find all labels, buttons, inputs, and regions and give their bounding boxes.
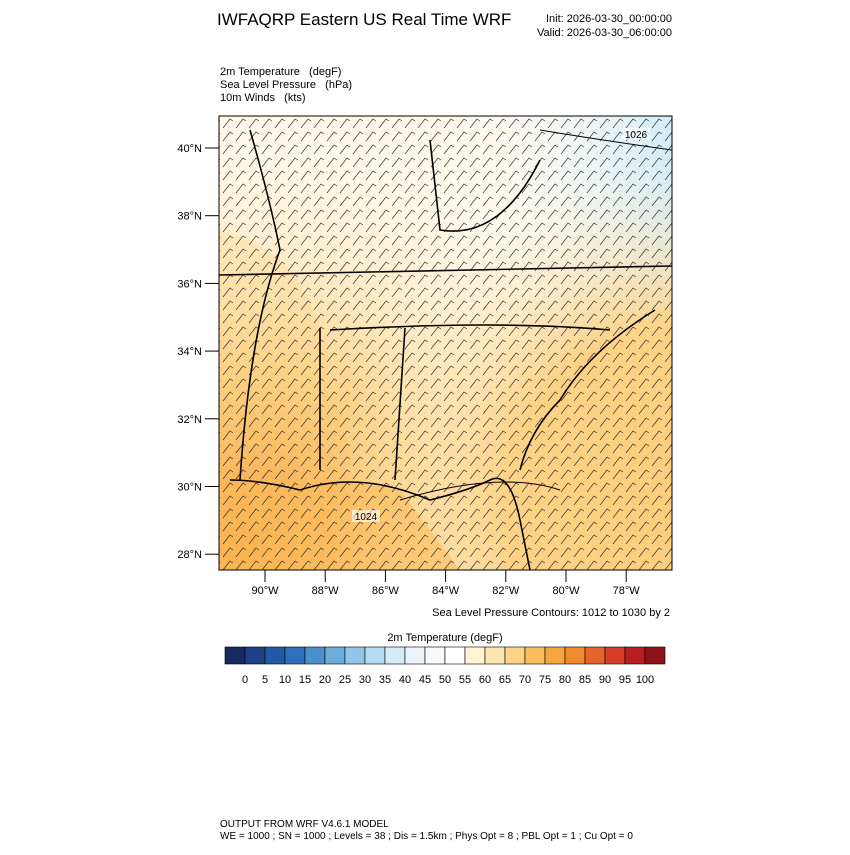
lon-label: 82°W — [492, 585, 520, 597]
colorbar-swatch — [584, 646, 606, 665]
colorbar-label: 65 — [499, 674, 511, 686]
colorbar-swatch — [564, 646, 586, 665]
colorbar-swatch — [484, 646, 506, 665]
lat-label: 28°N — [177, 549, 202, 561]
lat-label: 30°N — [177, 482, 202, 494]
colorbar-label: 45 — [419, 674, 431, 686]
colorbar-label: 15 — [299, 674, 311, 686]
colorbar-swatch — [384, 646, 406, 665]
colorbar-label: 60 — [479, 674, 491, 686]
field-label: Sea Level Pressure (hPa) — [220, 79, 352, 91]
colorbar-swatch — [404, 646, 426, 665]
colorbar-title: 2m Temperature (degF) — [387, 632, 502, 644]
contour-note: Sea Level Pressure Contours: 1012 to 103… — [432, 607, 670, 619]
lat-label: 36°N — [177, 278, 202, 290]
field-list: 2m Temperature (degF)Sea Level Pressure … — [220, 66, 352, 104]
colorbar-label: 55 — [459, 674, 471, 686]
colorbar: 0 5 10 15 20 25 30 35 40 45 50 55 60 65 70 75 80 85 90 95 10… — [224, 646, 666, 686]
map-labels: 40°N 38°N 36°N 34°N 32°N 30°N 28°N 90°W 88°W 86°W… — [177, 128, 650, 597]
colorbar-swatch — [324, 646, 346, 665]
colorbar-swatch — [244, 646, 266, 665]
lon-label: 78°W — [613, 585, 641, 597]
colorbar-label: 75 — [539, 674, 551, 686]
colorbar-label: 40 — [399, 674, 411, 686]
colorbar-swatch — [264, 646, 286, 665]
lat-label: 38°N — [177, 211, 202, 223]
colorbar-label: 50 — [439, 674, 451, 686]
colorbar-swatch — [424, 646, 446, 665]
valid-time: Valid: 2026-03-30_06:00:00 — [537, 27, 672, 39]
colorbar-swatch — [644, 646, 666, 665]
contour-label-box — [352, 510, 380, 522]
footer-line: OUTPUT FROM WRF V4.6.1 MODEL — [220, 819, 389, 830]
colorbar-swatch — [604, 646, 626, 665]
colorbar-swatch — [284, 646, 306, 665]
colorbar-label: 70 — [519, 674, 531, 686]
colorbar-label: 90 — [599, 674, 611, 686]
colorbar-label: 20 — [319, 674, 331, 686]
colorbar-label: 85 — [579, 674, 591, 686]
init-time: Init: 2026-03-30_00:00:00 — [546, 13, 672, 25]
colorbar-label: 10 — [279, 674, 291, 686]
colorbar-swatch — [224, 646, 246, 665]
contour-label: 1026 — [625, 130, 648, 141]
field-label: 10m Winds (kts) — [220, 92, 306, 104]
footer-line: WE = 1000 ; SN = 1000 ; Levels = 38 ; Di… — [220, 831, 633, 842]
colorbar-swatch — [624, 646, 646, 665]
contour-label: 1024 — [355, 512, 378, 523]
map — [219, 116, 672, 570]
colorbar-label: 80 — [559, 674, 571, 686]
colorbar-swatch — [344, 646, 366, 665]
colorbar-swatch — [304, 646, 326, 665]
colorbar-label: 30 — [359, 674, 371, 686]
colorbar-label: 35 — [379, 674, 391, 686]
colorbar-label: 25 — [339, 674, 351, 686]
colorbar-swatch — [524, 646, 546, 665]
contour-label-box — [622, 128, 650, 140]
title: IWFAQRP Eastern US Real Time WRF — [217, 10, 511, 29]
colorbar-swatch — [464, 646, 486, 665]
lat-label: 34°N — [177, 346, 202, 358]
colorbar-swatch — [544, 646, 566, 665]
colorbar-label: 0 — [242, 674, 248, 686]
field-label: 2m Temperature (degF) — [220, 66, 341, 78]
colorbar-label: 5 — [262, 674, 268, 686]
lat-label: 40°N — [177, 143, 202, 155]
lon-label: 90°W — [251, 585, 279, 597]
lon-label: 80°W — [552, 585, 580, 597]
lon-label: 86°W — [372, 585, 400, 597]
colorbar-swatch — [444, 646, 466, 665]
colorbar-label: 95 — [619, 674, 631, 686]
lon-label: 84°W — [432, 585, 460, 597]
colorbar-swatch — [364, 646, 386, 665]
colorbar-label: 100 — [636, 674, 654, 686]
colorbar-swatch — [504, 646, 526, 665]
lat-label: 32°N — [177, 414, 202, 426]
lon-label: 88°W — [312, 585, 340, 597]
